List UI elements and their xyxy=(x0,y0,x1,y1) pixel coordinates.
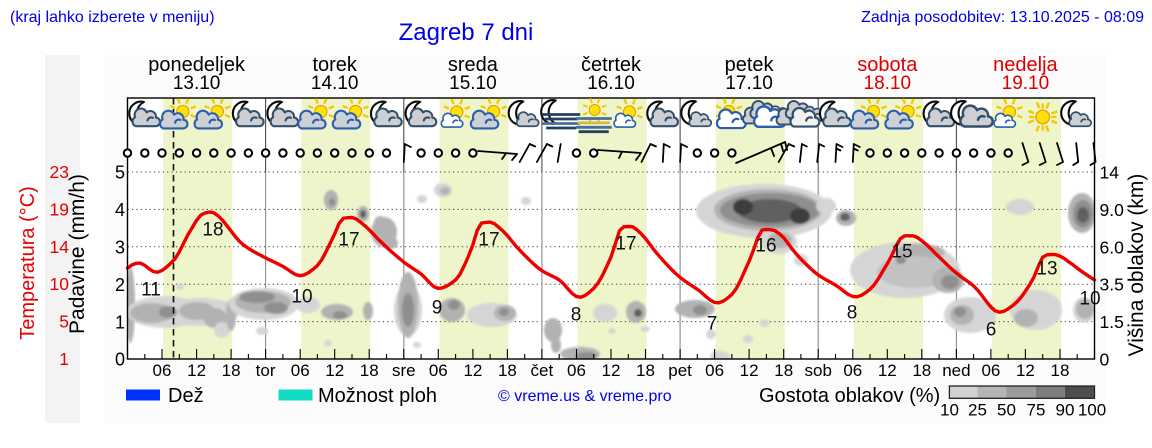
svg-text:1.5: 1.5 xyxy=(1100,312,1124,332)
svg-text:15: 15 xyxy=(891,242,912,263)
svg-text:18: 18 xyxy=(222,361,241,380)
svg-text:11: 11 xyxy=(141,280,161,301)
svg-text:06: 06 xyxy=(291,361,310,380)
svg-text:06: 06 xyxy=(153,361,172,380)
svg-text:petek: petek xyxy=(725,54,775,76)
svg-text:100: 100 xyxy=(1078,401,1106,420)
svg-text:10: 10 xyxy=(1079,289,1100,310)
svg-text:16.10: 16.10 xyxy=(587,73,635,94)
svg-text:Možnost ploh: Možnost ploh xyxy=(318,385,437,407)
svg-text:90: 90 xyxy=(1056,401,1075,420)
svg-text:ponedeljek: ponedeljek xyxy=(148,54,246,76)
svg-text:14.10: 14.10 xyxy=(311,73,359,94)
svg-text:5: 5 xyxy=(115,163,125,183)
svg-text:sre: sre xyxy=(392,361,416,380)
svg-text:0: 0 xyxy=(115,350,125,370)
svg-text:3: 3 xyxy=(115,238,125,258)
svg-text:Zagreb 7 dni: Zagreb 7 dni xyxy=(399,19,534,46)
svg-text:9: 9 xyxy=(432,298,443,319)
svg-text:06: 06 xyxy=(705,361,724,380)
svg-text:10: 10 xyxy=(940,401,959,420)
svg-text:12: 12 xyxy=(740,361,759,380)
svg-text:7: 7 xyxy=(707,314,718,335)
svg-text:19.10: 19.10 xyxy=(1002,73,1050,94)
svg-text:sreda: sreda xyxy=(448,54,499,76)
svg-text:18: 18 xyxy=(498,361,517,380)
svg-text:3.5: 3.5 xyxy=(1100,275,1124,295)
svg-text:06: 06 xyxy=(567,361,586,380)
svg-text:18: 18 xyxy=(912,361,931,380)
svg-text:25: 25 xyxy=(968,401,987,420)
svg-text:18: 18 xyxy=(360,361,379,380)
svg-text:19: 19 xyxy=(50,199,69,219)
svg-text:nedelja: nedelja xyxy=(993,54,1058,76)
svg-text:10: 10 xyxy=(50,274,70,294)
svg-text:8: 8 xyxy=(571,305,582,326)
svg-text:12: 12 xyxy=(602,361,621,380)
svg-text:Zadnja posodobitev: 13.10.2025: Zadnja posodobitev: 13.10.2025 - 08:09 xyxy=(861,9,1144,26)
svg-text:6.0: 6.0 xyxy=(1100,237,1125,257)
svg-text:17: 17 xyxy=(338,230,359,251)
svg-text:9.0: 9.0 xyxy=(1100,200,1125,220)
svg-text:Temperatura (°C): Temperatura (°C) xyxy=(17,186,39,340)
svg-text:Višina oblakov (km): Višina oblakov (km) xyxy=(1125,174,1148,357)
svg-text:17: 17 xyxy=(615,234,636,255)
svg-text:13: 13 xyxy=(1036,259,1057,280)
svg-text:(kraj lahko izberete v meniju): (kraj lahko izberete v meniju) xyxy=(10,9,215,26)
svg-text:5: 5 xyxy=(59,312,69,332)
svg-text:50: 50 xyxy=(997,401,1016,420)
svg-text:12: 12 xyxy=(463,361,482,380)
svg-text:06: 06 xyxy=(429,361,448,380)
svg-text:4: 4 xyxy=(115,200,125,220)
svg-text:12: 12 xyxy=(878,361,897,380)
svg-text:8: 8 xyxy=(847,303,858,324)
svg-text:sobota: sobota xyxy=(857,54,918,76)
svg-text:18: 18 xyxy=(1051,361,1070,380)
svg-text:pet: pet xyxy=(668,361,692,380)
svg-text:18: 18 xyxy=(202,220,223,241)
svg-text:1: 1 xyxy=(59,349,69,369)
svg-text:sob: sob xyxy=(804,361,831,380)
svg-text:16: 16 xyxy=(755,236,776,257)
svg-text:Dež: Dež xyxy=(168,385,204,407)
svg-text:12: 12 xyxy=(187,361,206,380)
svg-text:06: 06 xyxy=(981,361,1000,380)
svg-text:17: 17 xyxy=(478,230,499,251)
svg-text:12: 12 xyxy=(325,361,344,380)
svg-text:ned: ned xyxy=(942,361,970,380)
svg-text:10: 10 xyxy=(291,287,312,308)
svg-text:18: 18 xyxy=(636,361,655,380)
svg-text:čet: čet xyxy=(531,361,554,380)
svg-text:14: 14 xyxy=(50,237,70,257)
svg-text:Gostota oblakov (%): Gostota oblakov (%) xyxy=(759,385,940,407)
svg-text:četrtek: četrtek xyxy=(581,54,642,76)
svg-text:12: 12 xyxy=(1016,361,1035,380)
svg-text:17.10: 17.10 xyxy=(725,73,773,94)
svg-text:18: 18 xyxy=(774,361,793,380)
svg-text:2: 2 xyxy=(115,275,125,295)
svg-text:14: 14 xyxy=(1100,163,1120,183)
svg-text:torek: torek xyxy=(312,54,357,76)
svg-text:6: 6 xyxy=(986,320,997,341)
svg-text:0: 0 xyxy=(1100,350,1110,370)
svg-text:23: 23 xyxy=(50,162,69,182)
svg-text:1: 1 xyxy=(115,312,125,332)
svg-text:13.10: 13.10 xyxy=(173,73,221,94)
svg-text:75: 75 xyxy=(1027,401,1046,420)
svg-text:tor: tor xyxy=(256,361,276,380)
svg-text:18.10: 18.10 xyxy=(864,73,912,94)
svg-text:15.10: 15.10 xyxy=(449,73,497,94)
svg-text:Padavine (mm/h): Padavine (mm/h) xyxy=(66,174,89,334)
svg-text:© vreme.us & vreme.pro: © vreme.us & vreme.pro xyxy=(498,388,672,405)
svg-text:06: 06 xyxy=(843,361,862,380)
